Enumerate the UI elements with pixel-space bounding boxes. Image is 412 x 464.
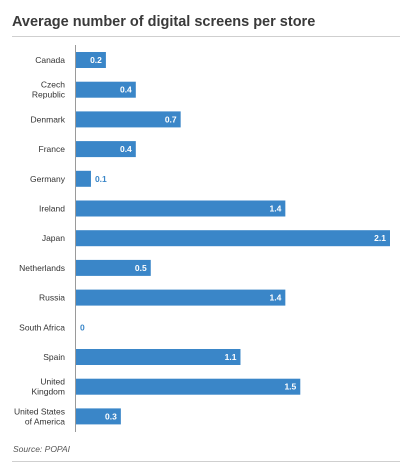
category-label: Canada [35,55,65,65]
bar [76,259,151,276]
chart-title: Average number of digital screens per st… [12,14,316,30]
bar [76,111,181,128]
value-label: 1.5 [284,382,296,392]
bar [76,349,241,365]
value-label: 0.3 [105,411,117,421]
category-label: France [39,144,66,154]
category-label: Czech Republic [32,80,66,100]
category-label: Russia [39,293,65,303]
source-note: Source: POPAI [13,444,71,454]
category-label: Ireland [39,204,65,214]
bar [76,408,121,425]
value-label: 0.5 [135,263,147,273]
value-label: 1.1 [225,352,237,362]
category-label: United Kingdom [31,377,65,397]
bar [76,52,106,68]
category-label: United States of America [14,406,65,426]
bar [76,289,286,306]
footer-divider [12,461,400,462]
value-label: 0.7 [165,114,177,124]
category-label: Germany [30,174,66,184]
bar [76,378,301,395]
category-label: South Africa [19,322,65,332]
value-label: 1.4 [270,204,282,214]
category-label: Japan [42,233,65,243]
category-label: Spain [43,352,65,362]
value-label: 0.2 [90,55,102,65]
value-label: 0.4 [120,85,132,95]
bar [76,200,286,217]
category-label: Netherlands [19,263,65,273]
value-label: 0.1 [95,174,107,184]
bar [76,170,91,187]
value-label: 0.4 [120,144,132,154]
category-label: Denmark [31,114,66,124]
bar [76,230,390,247]
bar [76,81,136,98]
title-divider [12,36,400,37]
bar [76,141,136,158]
bar-chart: Canada 0.2 Czech Republic 0.4 Denmark 0.7 Franc… [14,45,390,432]
value-label: 1.4 [270,293,282,303]
bars-group: Canada 0.2 Czech Republic 0.4 Denmark 0.7 Franc… [14,52,390,426]
value-label: 0 [80,322,85,332]
value-label: 2.1 [374,233,386,243]
